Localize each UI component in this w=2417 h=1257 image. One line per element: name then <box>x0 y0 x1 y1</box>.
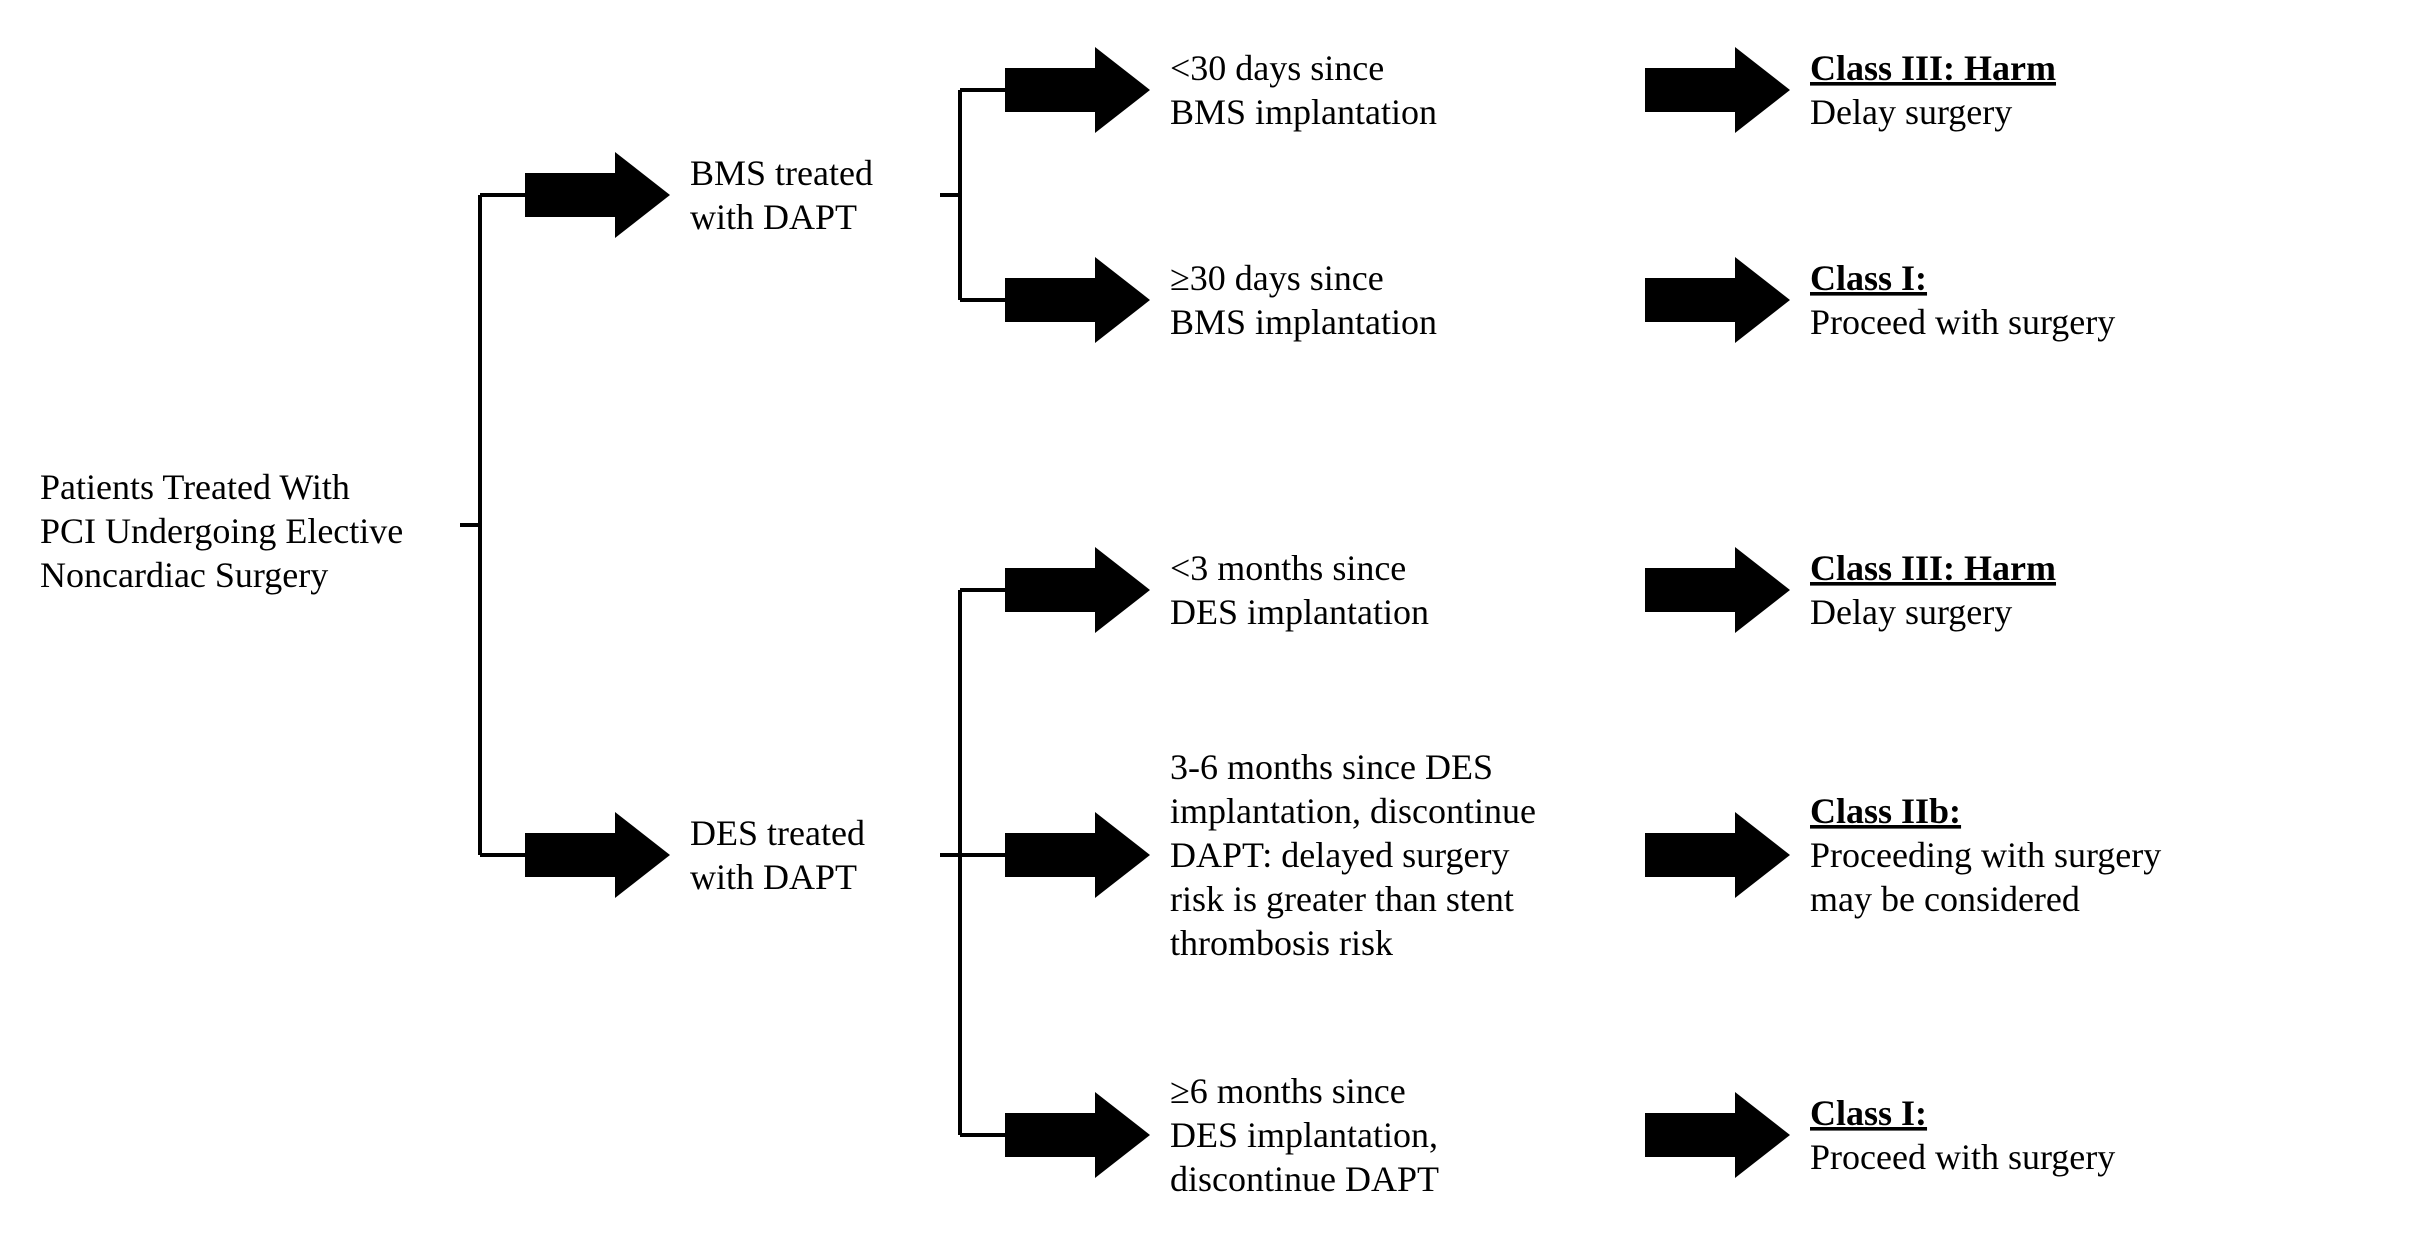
child-des_ge6: ≥6 months sinceDES implantation,disconti… <box>1170 1071 1439 1199</box>
arrow-icon <box>525 152 670 238</box>
class-des_ge6: Class I:Proceed with surgery <box>1810 1093 2115 1177</box>
branch-des: DES treatedwith DAPT <box>690 813 865 897</box>
arrow-icon <box>1005 1092 1150 1178</box>
arrow-icon <box>1005 547 1150 633</box>
child-des_3to6: 3-6 months since DESimplantation, discon… <box>1170 747 1536 963</box>
arrow-icon <box>1645 257 1790 343</box>
class-des_lt3: Class III: HarmDelay surgery <box>1810 548 2056 632</box>
class-bms_ge30: Class I:Proceed with surgery <box>1810 258 2115 342</box>
arrow-icon <box>525 812 670 898</box>
arrow-icon <box>1645 47 1790 133</box>
class-bms_lt30: Class III: HarmDelay surgery <box>1810 48 2056 132</box>
arrow-icon <box>1645 812 1790 898</box>
child-des_lt3: <3 months sinceDES implantation <box>1170 548 1429 632</box>
arrow-icon <box>1645 547 1790 633</box>
child-bms_ge30: ≥30 days sinceBMS implantation <box>1170 258 1437 342</box>
child-bms_lt30: <30 days sinceBMS implantation <box>1170 48 1437 132</box>
arrow-icon <box>1005 47 1150 133</box>
branch-bms: BMS treatedwith DAPT <box>690 153 873 237</box>
arrow-icon <box>1645 1092 1790 1178</box>
arrow-icon <box>1005 812 1150 898</box>
root-node: Patients Treated WithPCI Undergoing Elec… <box>40 467 403 595</box>
flowchart-svg: Patients Treated WithPCI Undergoing Elec… <box>0 0 2417 1257</box>
class-des_3to6: Class IIb:Proceeding with surgerymay be … <box>1810 791 2161 919</box>
arrow-icon <box>1005 257 1150 343</box>
